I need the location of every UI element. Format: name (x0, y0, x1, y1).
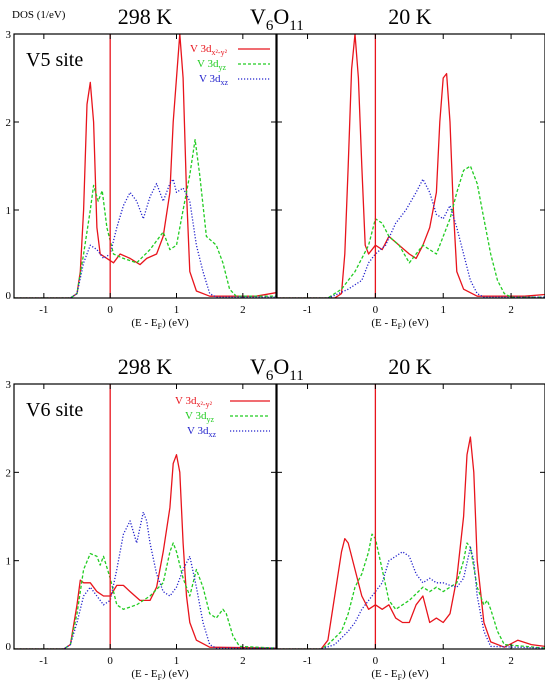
panel-0: -1 0 1 2 0 1 2 3 (6, 29, 277, 316)
panel-2-frame (13, 383, 277, 650)
panel-3-series-1 (277, 533, 545, 649)
panel-1-xtick-label-2: 1 (440, 304, 446, 316)
y-axis-label-top: DOS (1/eV) (12, 9, 66, 21)
panel-0-ytick-label-3: 3 (6, 29, 12, 41)
panel-0-series-1 (14, 138, 276, 298)
panel-0-frame (13, 33, 277, 299)
panel-1-series-1 (277, 165, 545, 298)
panel-0-ytick-label-2: 2 (6, 117, 12, 129)
legend-top: V 3dx²-y² V 3dyz V 3dxz (190, 43, 270, 87)
legend-bottom: V 3dx²-y² V 3dyz V 3dxz (175, 395, 270, 439)
panel-0-series (14, 34, 276, 298)
panel-2-series (14, 454, 276, 649)
compound-label-top: V6O11 (250, 4, 304, 34)
temperature-label-1: 20 K (388, 4, 432, 29)
legend-top-entry-x2y2: V 3dx²-y² (190, 43, 228, 57)
panel-1-xtick-label-3: 2 (508, 304, 514, 316)
plot-area: -1 0 1 2 0 1 2 3 -1 0 1 2 -1 0 1 2 0 1 2 3 -1 0 1 2 (6, 29, 545, 667)
panel-3-xtick-label-0: -1 (303, 655, 312, 667)
panel-1-series-0 (277, 34, 545, 298)
panel-0-series-2 (14, 178, 276, 298)
row-label-bottom: V6 site (26, 399, 83, 421)
temperature-label-2: 298 K (118, 354, 173, 379)
compound-label-bottom: V6O11 (250, 354, 304, 384)
panel-2-series-1 (14, 542, 276, 649)
panel-1-frame (276, 33, 545, 299)
x-axis-title-0: (E - EF) (eV) (131, 317, 189, 331)
x-axis-title-3: (E - EF) (eV) (371, 668, 429, 682)
panel-2-xtick-label-2: 1 (174, 655, 180, 667)
panel-1-series (277, 34, 545, 298)
legend-top-entry-yz: V 3dyz (197, 58, 227, 72)
panel-1: -1 0 1 2 (276, 33, 545, 316)
panel-2-ytick-label-1: 1 (6, 556, 12, 568)
panel-0-xtick-label-2: 1 (174, 304, 180, 316)
panel-0-ytick-label-0: 0 (6, 290, 12, 302)
panel-1-xtick-label-0: -1 (303, 304, 312, 316)
legend-top-entry-xz: V 3dxz (199, 73, 229, 87)
panel-3-xtick-label-2: 1 (440, 655, 446, 667)
panel-3-frame (276, 383, 545, 650)
panel-1-series-2 (277, 178, 545, 298)
panel-2-ytick-label-3: 3 (6, 379, 12, 391)
panel-2-xtick-label-1: 0 (107, 655, 113, 667)
panel-2-ytick-label-2: 2 (6, 467, 12, 479)
panel-3-xtick-label-3: 2 (508, 655, 514, 667)
legend-bottom-entry-yz: V 3dyz (185, 410, 215, 424)
panel-2-series-0 (14, 454, 276, 649)
row-label-top: V5 site (26, 49, 83, 71)
panel-3-series-0 (277, 436, 545, 649)
panel-3-xtick-label-1: 0 (373, 655, 379, 667)
panel-0-ytick-label-1: 1 (6, 205, 12, 217)
legend-bottom-entry-x2y2: V 3dx²-y² (175, 395, 213, 409)
panel-0-xtick-label-1: 0 (107, 304, 113, 316)
panel-3-series-2 (277, 546, 545, 649)
panel-0-xtick-label-3: 2 (240, 304, 246, 316)
legend-bottom-entry-xz: V 3dxz (187, 425, 217, 439)
panel-2-xtick-label-3: 2 (240, 655, 246, 667)
panel-0-series-0 (14, 34, 276, 298)
panel-2-xtick-label-0: -1 (39, 655, 48, 667)
x-axis-title-1: (E - EF) (eV) (371, 317, 429, 331)
x-axis-title-2: (E - EF) (eV) (131, 668, 189, 682)
panel-0-xtick-label-0: -1 (39, 304, 48, 316)
temperature-label-3: 20 K (388, 354, 432, 379)
panel-3-series (277, 436, 545, 649)
panel-1-xtick-label-1: 0 (373, 304, 379, 316)
panel-2: -1 0 1 2 0 1 2 3 (6, 379, 277, 667)
temperature-label-0: 298 K (118, 4, 173, 29)
panel-2-series-2 (14, 511, 276, 649)
panel-2-ytick-label-0: 0 (6, 641, 12, 653)
panel-3: -1 0 1 2 (276, 383, 545, 667)
